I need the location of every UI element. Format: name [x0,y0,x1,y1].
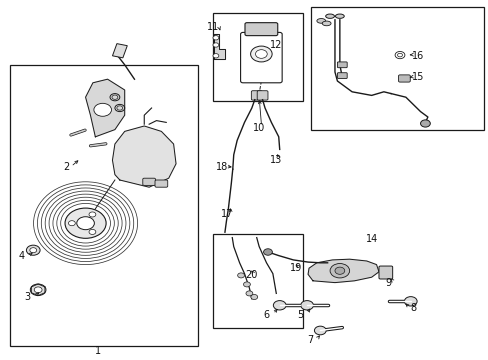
Text: 7: 7 [307,335,313,345]
Circle shape [250,294,257,300]
Circle shape [30,284,46,296]
Circle shape [273,301,285,310]
FancyBboxPatch shape [244,23,277,36]
Text: 4: 4 [19,251,25,261]
Circle shape [65,208,106,238]
Circle shape [213,36,219,40]
Circle shape [89,212,96,217]
Circle shape [77,217,94,230]
Text: 10: 10 [252,123,265,133]
Circle shape [30,248,37,253]
Bar [212,234,303,328]
Text: 2: 2 [63,162,69,172]
Polygon shape [85,79,124,137]
Circle shape [213,43,219,47]
Circle shape [300,301,313,310]
Circle shape [255,50,266,58]
Circle shape [237,273,244,278]
Polygon shape [112,126,176,187]
Circle shape [263,249,272,255]
Text: 17: 17 [221,209,233,219]
Text: 16: 16 [411,51,424,61]
Bar [112,44,127,58]
Circle shape [245,291,252,296]
Bar [310,7,483,130]
Text: 19: 19 [289,263,302,273]
Ellipse shape [335,14,344,18]
Circle shape [420,120,429,127]
Circle shape [314,326,325,335]
Circle shape [68,221,75,226]
Circle shape [89,229,96,234]
Text: 15: 15 [411,72,424,82]
Text: 12: 12 [269,40,282,50]
FancyBboxPatch shape [251,91,262,100]
Text: 14: 14 [365,234,377,244]
Polygon shape [213,34,224,59]
Polygon shape [307,259,378,283]
Polygon shape [31,284,45,296]
Circle shape [213,54,219,58]
Text: 11: 11 [206,22,219,32]
FancyBboxPatch shape [257,91,267,100]
FancyBboxPatch shape [337,73,346,78]
Circle shape [243,282,250,287]
Circle shape [404,297,416,306]
Circle shape [94,103,111,116]
FancyBboxPatch shape [337,62,346,68]
Text: 3: 3 [24,292,30,302]
Text: 1: 1 [95,346,101,356]
FancyBboxPatch shape [155,180,167,187]
Ellipse shape [316,19,325,23]
Text: 5: 5 [297,310,303,320]
Circle shape [34,287,42,293]
Ellipse shape [325,14,334,18]
Text: 6: 6 [263,310,269,320]
Text: 20: 20 [245,270,258,280]
FancyBboxPatch shape [142,178,155,185]
Circle shape [26,245,40,255]
Bar [10,65,198,346]
FancyBboxPatch shape [378,266,392,279]
Text: 9: 9 [385,278,391,288]
Circle shape [250,46,271,62]
Text: 18: 18 [216,162,228,172]
FancyBboxPatch shape [398,75,409,82]
Bar [212,13,303,101]
FancyBboxPatch shape [240,32,282,83]
Text: 13: 13 [269,155,282,165]
Circle shape [329,264,349,278]
Text: 8: 8 [409,303,415,313]
Circle shape [334,267,344,274]
Ellipse shape [322,21,330,26]
